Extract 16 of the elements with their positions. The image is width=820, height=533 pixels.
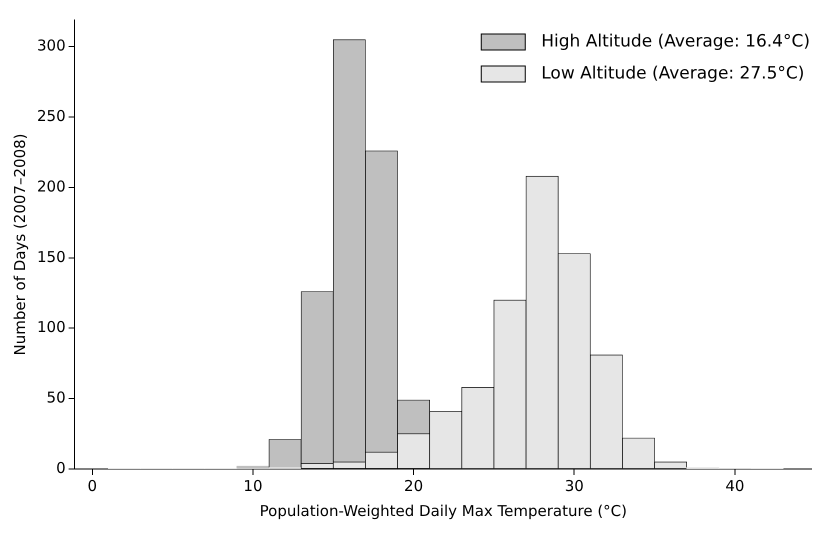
x-tick-label: 40	[725, 476, 744, 495]
y-tick-label: 100	[36, 318, 66, 336]
y-tick-label: 0	[56, 458, 66, 477]
x-tick-label: 30	[564, 476, 584, 495]
x-tick-label: 20	[404, 476, 424, 495]
y-tick-label: 300	[36, 36, 66, 55]
y-tick-label: 50	[46, 388, 66, 407]
y-axis-title: Number of Days (2007–2008)	[10, 133, 29, 356]
y-tick-label: 250	[36, 107, 66, 126]
x-tick-label: 0	[88, 476, 98, 495]
x-axis-title: Population-Weighted Daily Max Temperature (°C)	[260, 502, 627, 520]
y-tick-label: 150	[36, 248, 66, 266]
legend-label: Low Altitude (Average: 27.5°C)	[541, 63, 804, 84]
y-tick-label: 200	[36, 177, 66, 196]
x-tick-label: 10	[243, 476, 262, 495]
legend-label: High Altitude (Average: 16.4°C)	[541, 31, 810, 52]
